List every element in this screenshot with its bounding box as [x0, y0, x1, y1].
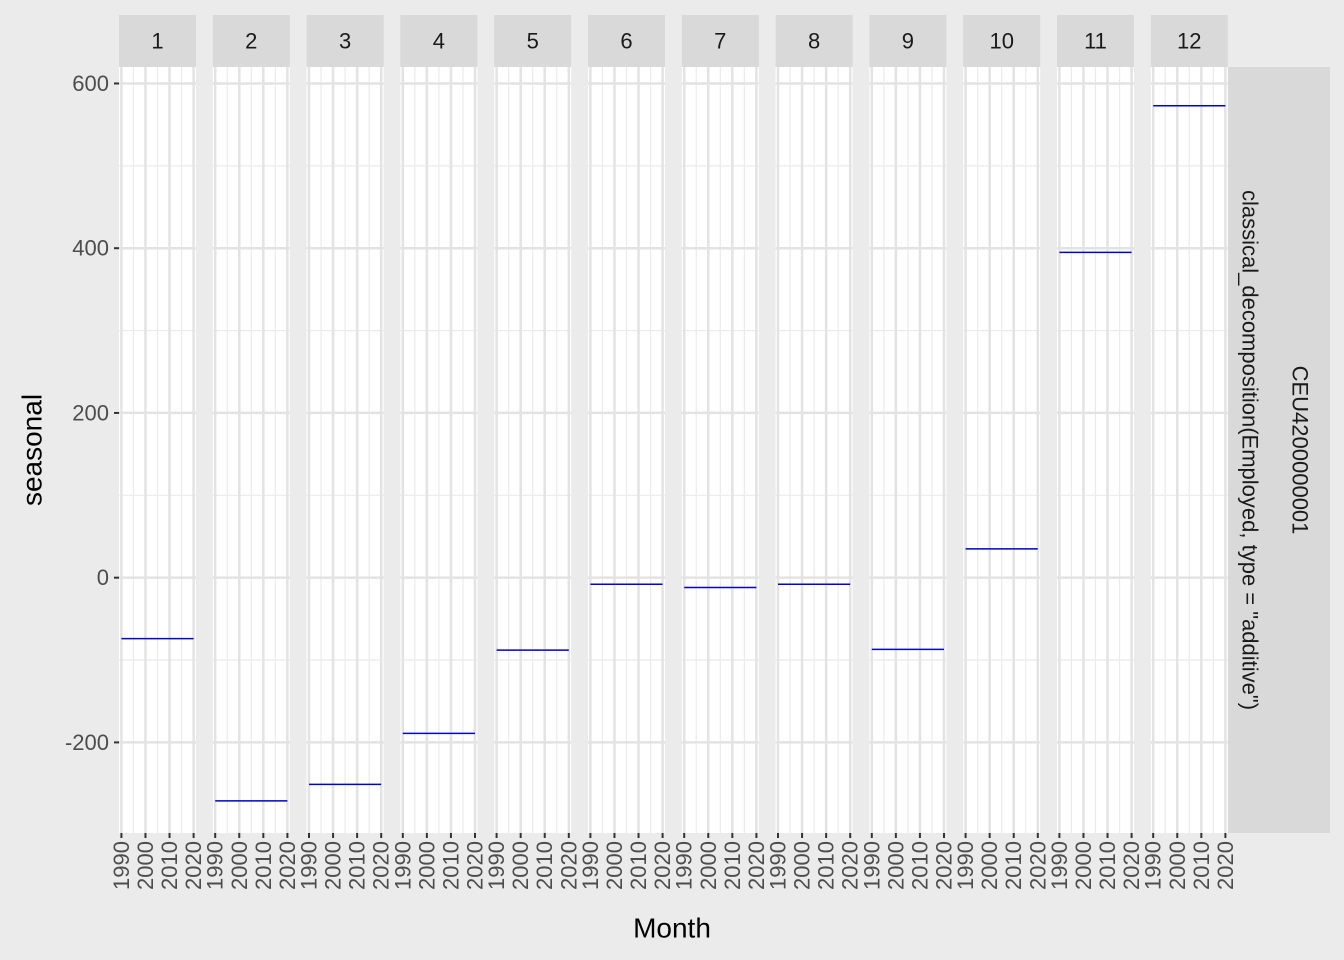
- x-tick-label: 2010: [1189, 841, 1214, 890]
- x-tick-label: 2010: [814, 841, 839, 890]
- facet-strip-background: [212, 15, 290, 67]
- x-tick-label: 2020: [463, 841, 488, 890]
- x-tick-label: 2010: [1095, 841, 1120, 890]
- facet-strip-label: 10: [989, 29, 1013, 54]
- x-tick-label: 2010: [720, 841, 745, 890]
- x-tick-label: 2020: [556, 841, 581, 890]
- x-tick-label: 2010: [626, 841, 651, 890]
- facet-panel-4: 4 1990 2000 2010 2020: [390, 15, 488, 890]
- x-tick-label: 2020: [369, 841, 394, 890]
- facet-strip-background: [588, 15, 665, 67]
- facet-panel-1: 1 1990 2000 2010 2020: [109, 15, 206, 890]
- row-strip-label-bottom: classical_decomposition(Employed, type =…: [1238, 190, 1263, 710]
- x-tick-label: 1990: [109, 841, 134, 890]
- facet-strip-label: 8: [808, 29, 820, 54]
- x-tick-label: 1990: [578, 841, 603, 890]
- x-tick-label: 2000: [790, 841, 815, 890]
- x-tick-label: 2010: [251, 841, 276, 890]
- facet-strip-background: [963, 15, 1041, 67]
- x-tick-label: 1990: [297, 841, 322, 890]
- x-tick-label: 1990: [953, 841, 978, 890]
- facet-panel-3: 3 1990 2000 2010 2020: [297, 15, 394, 890]
- facet-strip-label: 12: [1177, 29, 1201, 54]
- y-tick-label: 600: [72, 71, 109, 96]
- x-tick-label: 2000: [321, 841, 346, 890]
- x-tick-label: 1990: [1141, 841, 1166, 890]
- facet-strip-label: 11: [1084, 29, 1107, 54]
- row-strip: CEU4200000001 classical_decomposition(Em…: [1228, 67, 1330, 833]
- x-tick-label: 2000: [602, 841, 627, 890]
- facet-strip-background: [1057, 15, 1134, 67]
- facet-panel-8: 8 1990 2000 2010 2020: [766, 15, 863, 890]
- x-tick-label: 2020: [650, 841, 675, 890]
- facet-strip-background: [400, 15, 478, 67]
- facet-strip-label: 6: [620, 29, 632, 54]
- x-tick-label: 2000: [133, 841, 158, 890]
- x-tick-label: 2000: [1071, 841, 1096, 890]
- facet-strip-label: 7: [714, 29, 726, 54]
- facet-panel-9: 9 1990 2000 2010 2020: [859, 15, 957, 890]
- facet-panel-7: 7 1990 2000 2010 2020: [672, 15, 769, 890]
- x-tick-label: 2020: [744, 841, 769, 890]
- x-tick-label: 2000: [883, 841, 908, 890]
- x-tick-label: 1990: [766, 841, 791, 890]
- x-tick-label: 2020: [1213, 841, 1238, 890]
- x-tick-label: 1990: [203, 841, 228, 890]
- facet-panel-2: 2 1990 2000 2010 2020: [203, 15, 300, 890]
- x-tick-label: 2000: [508, 841, 533, 890]
- facet-panel-5: 5 1990 2000 2010 2020: [484, 15, 581, 890]
- facet-panel-11: 11 1990 2000 2010 2020: [1047, 15, 1144, 890]
- row-strip-label-top: CEU4200000001: [1288, 366, 1313, 535]
- x-tick-label: 2010: [907, 841, 932, 890]
- facet-strip-label: 9: [902, 29, 914, 54]
- facet-strip-background: [119, 15, 196, 67]
- x-tick-label: 2020: [181, 841, 206, 890]
- y-axis-title: seasonal: [17, 394, 48, 506]
- x-tick-label: 2010: [1001, 841, 1026, 890]
- x-tick-label: 2000: [977, 841, 1002, 890]
- facet-strip-background: [494, 15, 572, 67]
- y-tick-label: 0: [97, 565, 109, 590]
- x-tick-label: 2000: [696, 841, 721, 890]
- y-tick-label: -200: [65, 730, 109, 755]
- facet-strip-label: 5: [527, 29, 539, 54]
- facet-strip-background: [775, 15, 853, 67]
- x-tick-label: 2020: [932, 841, 957, 890]
- x-tick-label: 1990: [859, 841, 884, 890]
- facet-strip-background: [681, 15, 759, 67]
- facet-strip-background: [1150, 15, 1228, 67]
- x-tick-label: 2000: [414, 841, 439, 890]
- facet-strip-label: 3: [339, 29, 351, 54]
- y-axis: -200 0 200 400 600: [65, 71, 119, 755]
- x-tick-label: 2010: [532, 841, 557, 890]
- x-tick-label: 1990: [1047, 841, 1072, 890]
- x-tick-label: 2000: [227, 841, 252, 890]
- facet-panel-10: 10 1990 2000 2010 2020: [953, 15, 1050, 890]
- facet-strip-background: [869, 15, 947, 67]
- x-tick-label: 2010: [345, 841, 370, 890]
- x-tick-label: 2010: [157, 841, 182, 890]
- row-strip-background: [1228, 67, 1330, 833]
- facet-panel-6: 6 1990 2000 2010 2020: [578, 15, 675, 890]
- x-tick-label: 2020: [1119, 841, 1144, 890]
- x-tick-label: 2020: [1025, 841, 1050, 890]
- facet-strip-label: 4: [433, 29, 445, 54]
- facet-strip-background: [306, 15, 384, 67]
- x-tick-label: 1990: [484, 841, 509, 890]
- facet-panel-12: 12 1990 2000 2010 2020: [1141, 15, 1238, 890]
- x-axis-title: Month: [633, 913, 711, 944]
- y-tick-label: 400: [72, 236, 109, 261]
- x-tick-label: 2020: [275, 841, 300, 890]
- x-tick-label: 1990: [390, 841, 415, 890]
- y-tick-label: 200: [72, 400, 109, 425]
- x-tick-label: 2010: [438, 841, 463, 890]
- facet-strip-label: 2: [245, 29, 257, 54]
- x-tick-label: 2020: [838, 841, 863, 890]
- facet-strip-label: 1: [151, 29, 163, 54]
- x-tick-label: 2000: [1165, 841, 1190, 890]
- x-tick-label: 1990: [672, 841, 697, 890]
